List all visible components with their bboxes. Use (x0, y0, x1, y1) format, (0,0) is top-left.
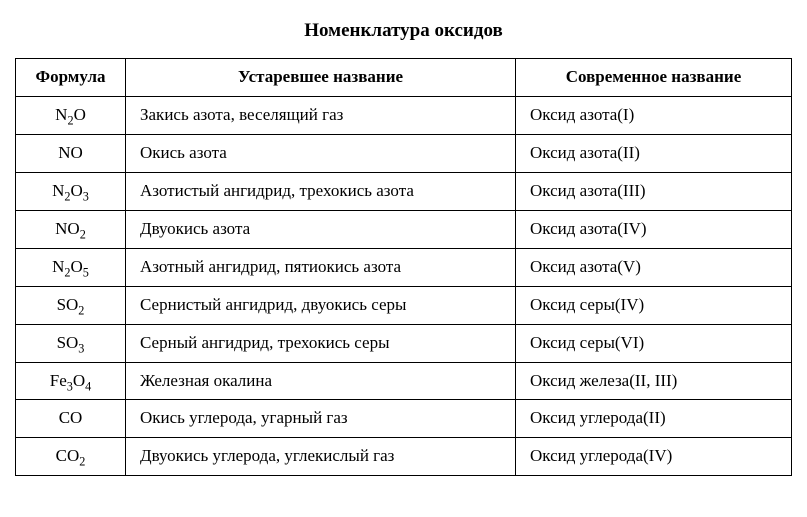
old-name-cell: Железная окалина (126, 362, 516, 400)
modern-name-cell: Оксид азота(III) (516, 172, 792, 210)
old-name-cell: Сернистый ангидрид, двуокись серы (126, 286, 516, 324)
modern-name-cell: Оксид железа(II, III) (516, 362, 792, 400)
formula-cell: NO (16, 134, 126, 172)
modern-name-cell: Оксид углерода(IV) (516, 438, 792, 476)
old-name-cell: Азотистый ангидрид, трехокись азота (126, 172, 516, 210)
old-name-cell: Двуокись азота (126, 210, 516, 248)
formula-cell: Fe3O4 (16, 362, 126, 400)
formula-cell: N2O3 (16, 172, 126, 210)
old-name-cell: Азотный ангидрид, пятиокись азота (126, 248, 516, 286)
formula-cell: N2O (16, 96, 126, 134)
table-row: COОкись углерода, угарный газОксид углер… (16, 400, 792, 438)
old-name-cell: Закись азота, веселящий газ (126, 96, 516, 134)
table-row: CO2Двуокись углерода, углекислый газОкси… (16, 438, 792, 476)
table-row: N2O3Азотистый ангидрид, трехокись азотаО… (16, 172, 792, 210)
formula-cell: NO2 (16, 210, 126, 248)
formula-cell: CO2 (16, 438, 126, 476)
table-row: N2OЗакись азота, веселящий газОксид азот… (16, 96, 792, 134)
modern-name-cell: Оксид азота(II) (516, 134, 792, 172)
table-body: N2OЗакись азота, веселящий газОксид азот… (16, 96, 792, 475)
modern-name-cell: Оксид азота(IV) (516, 210, 792, 248)
table-row: SO3Серный ангидрид, трехокись серыОксид … (16, 324, 792, 362)
modern-name-cell: Оксид углерода(II) (516, 400, 792, 438)
col-header-modern: Современное название (516, 59, 792, 97)
table-row: N2O5Азотный ангидрид, пятиокись азотаОкс… (16, 248, 792, 286)
old-name-cell: Серный ангидрид, трехокись серы (126, 324, 516, 362)
table-row: NO2Двуокись азотаОксид азота(IV) (16, 210, 792, 248)
table-row: SO2Сернистый ангидрид, двуокись серыОкси… (16, 286, 792, 324)
old-name-cell: Окись азота (126, 134, 516, 172)
table-row: NOОкись азотаОксид азота(II) (16, 134, 792, 172)
formula-cell: SO3 (16, 324, 126, 362)
formula-cell: SO2 (16, 286, 126, 324)
col-header-old: Устаревшее название (126, 59, 516, 97)
table-title: Номенклатура оксидов (15, 20, 792, 42)
old-name-cell: Окись углерода, угарный газ (126, 400, 516, 438)
col-header-formula: Формула (16, 59, 126, 97)
oxides-table: Формула Устаревшее название Современное … (15, 58, 792, 476)
modern-name-cell: Оксид серы(VI) (516, 324, 792, 362)
formula-cell: CO (16, 400, 126, 438)
table-header-row: Формула Устаревшее название Современное … (16, 59, 792, 97)
formula-cell: N2O5 (16, 248, 126, 286)
modern-name-cell: Оксид серы(IV) (516, 286, 792, 324)
old-name-cell: Двуокись углерода, углекислый газ (126, 438, 516, 476)
modern-name-cell: Оксид азота(I) (516, 96, 792, 134)
modern-name-cell: Оксид азота(V) (516, 248, 792, 286)
table-row: Fe3O4Железная окалинаОксид железа(II, II… (16, 362, 792, 400)
